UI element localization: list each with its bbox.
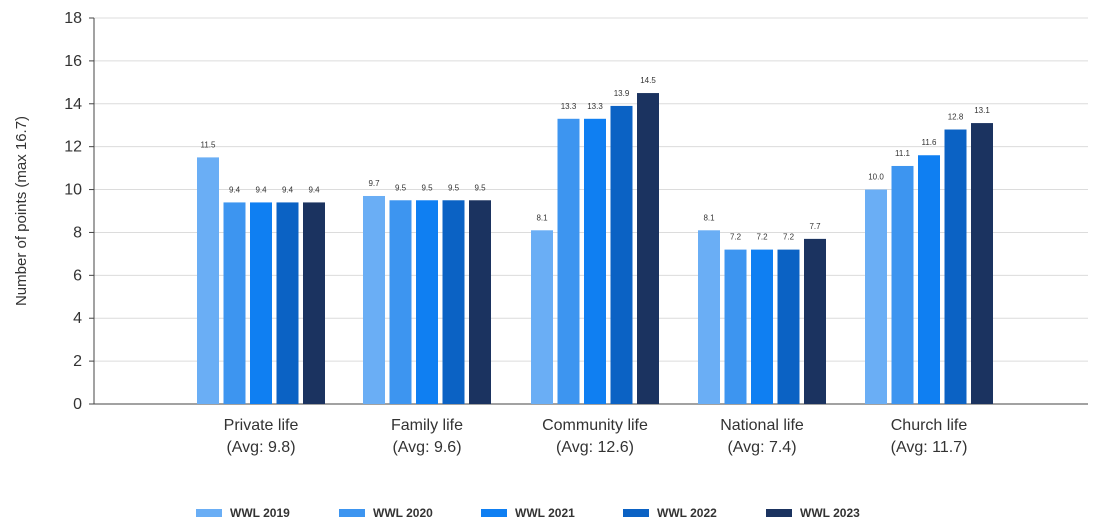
data-label: 9.5	[474, 183, 486, 192]
data-label: 13.9	[614, 89, 630, 98]
legend-label: WWL 2021	[515, 506, 575, 520]
legend-label: WWL 2023	[800, 506, 860, 520]
category-label: Family life	[391, 417, 463, 434]
bar	[777, 249, 800, 404]
bar	[303, 202, 325, 404]
bar	[971, 123, 993, 405]
category-label: (Avg: 9.8)	[226, 439, 295, 456]
bar	[751, 249, 773, 404]
bar	[891, 165, 914, 404]
bar	[610, 105, 633, 404]
bar	[637, 93, 659, 405]
data-label: 7.2	[756, 233, 768, 242]
data-label: 13.3	[587, 102, 603, 111]
category-label: National life	[720, 417, 804, 434]
y-tick-label: 0	[73, 396, 82, 413]
data-label: 12.8	[948, 113, 964, 122]
data-label: 9.4	[282, 185, 294, 194]
bar	[804, 238, 826, 404]
data-label: 9.5	[395, 183, 407, 192]
bar	[584, 118, 606, 405]
legend-label: WWL 2020	[373, 506, 433, 520]
data-label: 8.1	[703, 213, 715, 222]
y-tick-label: 10	[64, 182, 82, 199]
bar	[223, 202, 246, 404]
y-tick-label: 6	[73, 267, 82, 284]
category-label: Private life	[224, 417, 299, 434]
data-label: 8.1	[536, 213, 548, 222]
bar	[698, 230, 720, 404]
bar	[250, 202, 272, 404]
y-tick-label: 8	[73, 224, 82, 241]
bar	[557, 118, 580, 405]
data-label: 9.4	[229, 185, 241, 194]
legend-swatch	[481, 509, 507, 517]
category-label: (Avg: 7.4)	[727, 439, 796, 456]
bar	[469, 200, 491, 404]
data-label: 11.5	[201, 140, 217, 149]
bar	[531, 230, 553, 404]
data-label: 9.4	[308, 185, 320, 194]
data-label: 11.1	[895, 149, 911, 158]
bar	[944, 129, 967, 404]
y-tick-label: 2	[73, 353, 82, 370]
y-tick-label: 12	[64, 139, 82, 156]
data-label: 9.5	[448, 183, 460, 192]
y-tick-label: 18	[64, 10, 82, 27]
data-label: 7.7	[809, 222, 821, 231]
legend-label: WWL 2022	[657, 506, 717, 520]
category-label: (Avg: 9.6)	[392, 439, 461, 456]
data-label: 7.2	[783, 233, 795, 242]
bar	[865, 189, 887, 404]
data-label: 7.2	[730, 233, 742, 242]
bar	[389, 200, 412, 404]
legend-swatch	[623, 509, 649, 517]
legend-label: WWL 2019	[230, 506, 290, 520]
legend-swatch	[196, 509, 222, 517]
data-label: 14.5	[640, 76, 656, 85]
data-label: 10.0	[868, 173, 884, 182]
category-label: Community life	[542, 417, 648, 434]
data-label: 9.4	[255, 185, 267, 194]
data-label: 9.7	[368, 179, 380, 188]
y-tick-label: 4	[73, 310, 82, 327]
legend-swatch	[339, 509, 365, 517]
data-label: 13.3	[561, 102, 577, 111]
data-label: 9.5	[421, 183, 433, 192]
data-label: 13.1	[974, 106, 990, 115]
y-axis-label: Number of points (max 16.7)	[13, 116, 30, 306]
bar	[363, 195, 385, 404]
y-tick-label: 14	[64, 96, 82, 113]
bar	[276, 202, 299, 404]
category-label: (Avg: 11.7)	[891, 439, 968, 456]
category-label: (Avg: 12.6)	[556, 439, 634, 456]
y-tick-label: 16	[64, 53, 82, 70]
bar	[918, 155, 940, 404]
bar	[197, 157, 219, 404]
data-label: 11.6	[922, 138, 938, 147]
legend-swatch	[766, 509, 792, 517]
category-label: Church life	[891, 417, 968, 434]
bar	[724, 249, 747, 404]
bar	[416, 200, 438, 404]
bar	[442, 200, 465, 404]
